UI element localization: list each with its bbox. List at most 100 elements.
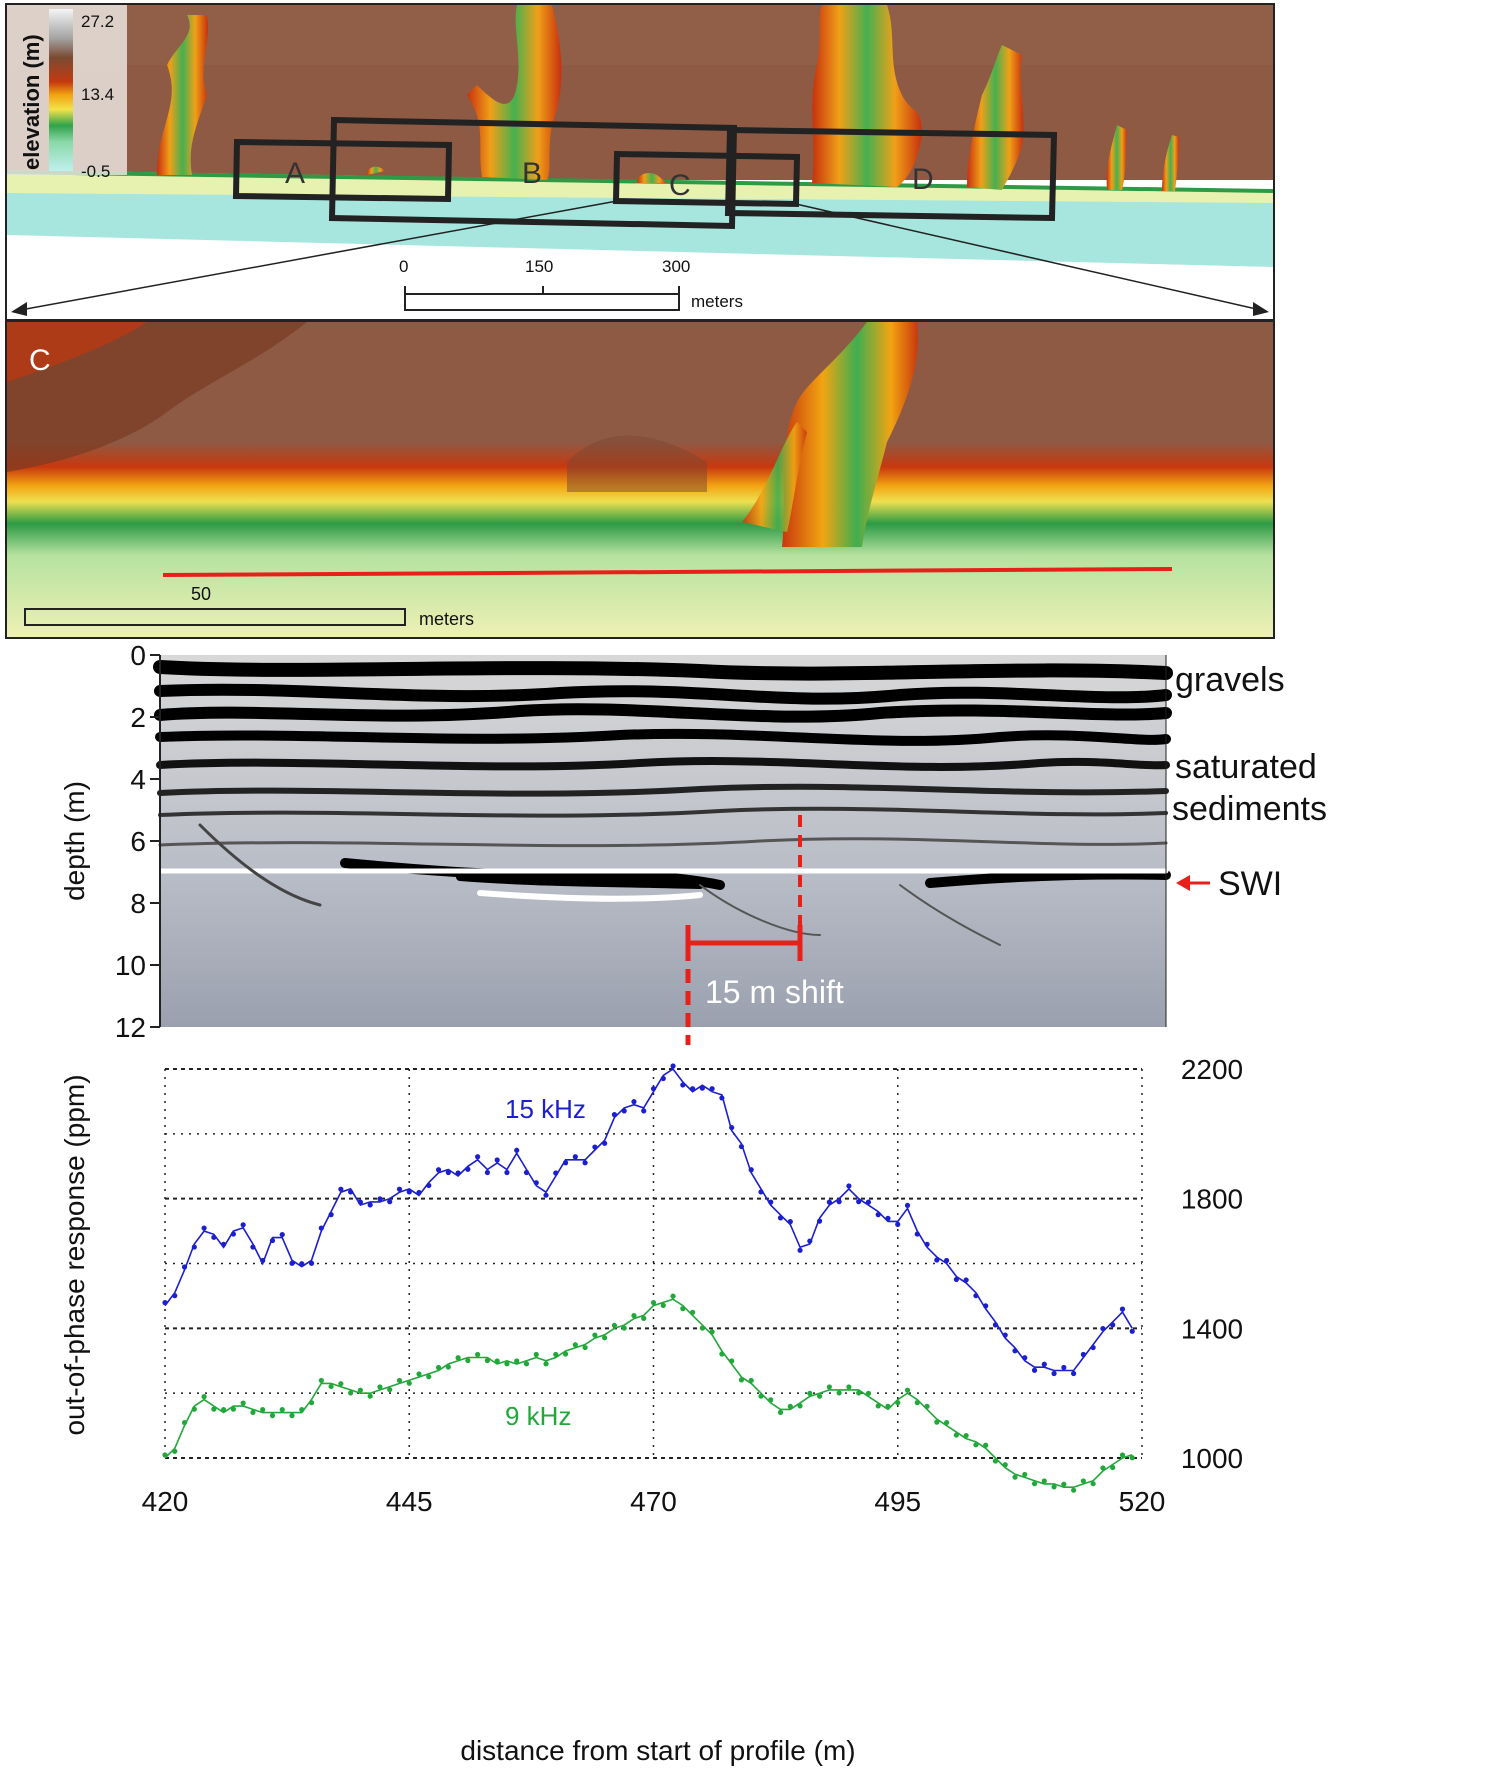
data-point bbox=[269, 1413, 276, 1419]
data-point bbox=[973, 1442, 979, 1448]
box-label-a: A bbox=[285, 157, 305, 190]
data-point bbox=[572, 1154, 578, 1160]
data-point bbox=[455, 1170, 461, 1176]
box-label-c: C bbox=[669, 169, 691, 202]
box-label-b: B bbox=[522, 157, 542, 190]
legend-mid-label: 13.4 bbox=[81, 85, 114, 104]
data-point bbox=[826, 1384, 832, 1390]
data-point bbox=[816, 1393, 823, 1399]
data-point bbox=[338, 1381, 344, 1387]
data-point bbox=[865, 1390, 872, 1397]
data-point bbox=[904, 1202, 911, 1208]
data-point bbox=[768, 1199, 774, 1205]
data-point bbox=[602, 1140, 608, 1146]
data-point bbox=[514, 1358, 520, 1364]
data-point bbox=[631, 1099, 637, 1105]
data-point bbox=[221, 1241, 227, 1247]
x-tick-label: 420 bbox=[142, 1486, 189, 1517]
data-point bbox=[367, 1393, 373, 1399]
data-point bbox=[875, 1212, 881, 1218]
shift-label: 15 m shift bbox=[705, 974, 844, 1010]
data-point bbox=[1041, 1361, 1047, 1367]
data-point bbox=[279, 1407, 285, 1413]
data-point bbox=[748, 1377, 754, 1384]
data-point bbox=[738, 1377, 745, 1383]
chart-ticks: 420 445 470 495 520 2200 1800 1400 1000 bbox=[142, 1054, 1244, 1517]
depth-tick-12: 12 bbox=[115, 1012, 146, 1043]
data-point bbox=[1129, 1328, 1135, 1334]
depth-tick-8: 8 bbox=[130, 888, 146, 919]
data-point bbox=[1051, 1484, 1057, 1490]
em-chart-svg: 420 445 470 495 520 2200 1800 1400 1000 15 kHz 9… bbox=[59, 1054, 1244, 1766]
data-point bbox=[719, 1095, 725, 1101]
data-point bbox=[631, 1313, 637, 1319]
data-point bbox=[1031, 1481, 1038, 1487]
data-point bbox=[895, 1221, 901, 1227]
data-point bbox=[504, 1169, 510, 1176]
scalebar-tick-300: 300 bbox=[662, 257, 690, 276]
data-point bbox=[416, 1189, 422, 1196]
data-point bbox=[435, 1364, 442, 1371]
data-point bbox=[856, 1199, 862, 1205]
data-point bbox=[983, 1303, 989, 1309]
data-point bbox=[660, 1075, 666, 1082]
data-point bbox=[308, 1260, 315, 1266]
data-point bbox=[328, 1212, 334, 1218]
data-point bbox=[592, 1332, 598, 1338]
data-point bbox=[1119, 1452, 1126, 1458]
data-point bbox=[426, 1182, 432, 1189]
data-point bbox=[465, 1166, 471, 1172]
y-tick-label: 2200 bbox=[1181, 1054, 1243, 1085]
data-point bbox=[181, 1264, 188, 1270]
data-point bbox=[914, 1400, 920, 1406]
y-tick-label: 1400 bbox=[1181, 1313, 1243, 1344]
data-point bbox=[475, 1351, 481, 1358]
data-point bbox=[191, 1406, 197, 1412]
data-point bbox=[758, 1189, 764, 1195]
data-point bbox=[924, 1403, 930, 1409]
data-point bbox=[201, 1225, 207, 1231]
data-point bbox=[738, 1143, 745, 1150]
gpr-section: 0 2 4 6 8 10 12 depth (m) 15 m shift gra… bbox=[0, 640, 1502, 1045]
data-point bbox=[846, 1384, 852, 1390]
data-point bbox=[709, 1086, 715, 1092]
data-point bbox=[934, 1257, 940, 1263]
data-point bbox=[260, 1257, 266, 1264]
data-point bbox=[543, 1361, 549, 1367]
data-point bbox=[396, 1377, 403, 1384]
data-point bbox=[377, 1384, 383, 1390]
data-point bbox=[709, 1329, 715, 1335]
depth-tick-2: 2 bbox=[130, 702, 146, 733]
data-point bbox=[289, 1413, 295, 1419]
data-point bbox=[181, 1419, 188, 1426]
data-point bbox=[807, 1390, 813, 1397]
data-point bbox=[191, 1244, 197, 1250]
y-tick-label: 1000 bbox=[1181, 1443, 1243, 1474]
data-point bbox=[953, 1432, 959, 1438]
data-point bbox=[787, 1403, 793, 1409]
data-point bbox=[230, 1231, 236, 1237]
data-point bbox=[269, 1237, 276, 1244]
data-point bbox=[221, 1407, 227, 1413]
scalebar-tick-0: 0 bbox=[399, 257, 408, 276]
data-point bbox=[670, 1063, 676, 1069]
data-point bbox=[396, 1186, 403, 1192]
data-point bbox=[680, 1082, 686, 1088]
data-point bbox=[914, 1231, 920, 1237]
data-point bbox=[963, 1277, 969, 1283]
data-point bbox=[562, 1160, 569, 1166]
data-point bbox=[992, 1322, 999, 1328]
x-tick-label: 445 bbox=[386, 1486, 433, 1517]
data-point bbox=[289, 1260, 295, 1266]
data-point bbox=[650, 1300, 657, 1306]
data-point bbox=[895, 1400, 901, 1406]
data-point bbox=[445, 1169, 451, 1176]
depth-tick-6: 6 bbox=[130, 826, 146, 857]
data-point bbox=[1071, 1487, 1077, 1493]
data-point bbox=[582, 1344, 588, 1351]
data-point bbox=[768, 1397, 774, 1403]
data-point bbox=[602, 1335, 608, 1341]
data-point bbox=[729, 1358, 735, 1364]
scalebar-unit: meters bbox=[691, 292, 743, 311]
data-point bbox=[172, 1448, 178, 1454]
